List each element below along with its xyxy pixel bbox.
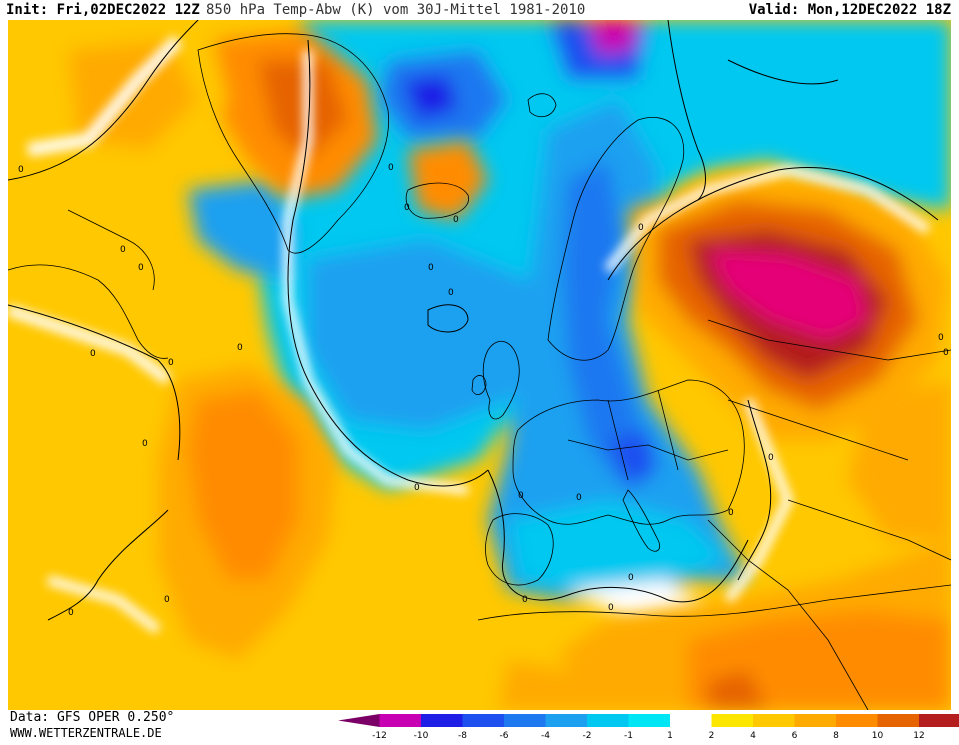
init-time-label: Init: Fri,02DEC2022 12Z xyxy=(6,2,200,18)
legend-tick-label: -10 xyxy=(414,731,429,741)
legend-swatch xyxy=(670,714,712,727)
warm-anomalies xyxy=(8,20,951,710)
contour-label: 0 xyxy=(628,573,634,583)
footer-bar: Data: GFS OPER 0.250° WWW.WETTERZENTRALE… xyxy=(0,710,959,741)
contour-label: 0 xyxy=(518,491,524,501)
contour-label: 0 xyxy=(943,348,949,358)
website-label: WWW.WETTERZENTRALE.DE xyxy=(10,726,162,740)
contour-label: 0 xyxy=(448,288,454,298)
legend-tick-label: -8 xyxy=(458,731,467,741)
legend-tick-label: 8 xyxy=(833,731,839,741)
anomaly-map: 0 0 0 0 0 0 0 0 0 0 0 0 0 0 0 0 0 0 0 0 … xyxy=(8,20,951,710)
legend-swatch xyxy=(379,714,422,727)
legend-swatch xyxy=(877,714,920,727)
valid-time-label: Valid: Mon,12DEC2022 18Z xyxy=(748,2,951,18)
legend-tick-label: 1 xyxy=(667,731,673,741)
legend-tick-label: -1 xyxy=(624,731,633,741)
contour-label: 0 xyxy=(728,508,734,518)
contour-label: 0 xyxy=(120,245,126,255)
legend-tick-label: -2 xyxy=(583,731,592,741)
contour-label: 0 xyxy=(68,608,74,618)
contour-label: 0 xyxy=(404,203,410,213)
legend-swatch xyxy=(587,714,629,727)
contour-label: 0 xyxy=(237,343,243,353)
chart-title: 850 hPa Temp-Abw (K) vom 30J-Mittel 1981… xyxy=(206,2,586,18)
anomaly-fill xyxy=(188,20,951,620)
contour-label: 0 xyxy=(168,358,174,368)
contour-label: 0 xyxy=(142,439,148,449)
legend-tick-label: -4 xyxy=(541,731,550,741)
legend-swatch xyxy=(628,714,671,727)
legend-swatch xyxy=(836,714,878,727)
contour-label: 0 xyxy=(428,263,434,273)
contour-label: 0 xyxy=(638,223,644,233)
legend-tick-label: 4 xyxy=(750,731,756,741)
legend-swatch xyxy=(919,714,959,727)
header-bar: Init: Fri,02DEC2022 12Z 850 hPa Temp-Abw… xyxy=(0,0,959,20)
legend-canvas: -12 -10 -8 -6 -4 -2 -1 1 2 4 6 8 10 12 xyxy=(338,714,959,741)
legend-tick-label: 2 xyxy=(709,731,715,741)
zero-contours xyxy=(8,20,939,621)
contour-labels: 0 0 0 0 0 0 0 0 0 0 0 0 0 0 0 0 0 0 0 0 … xyxy=(18,163,949,618)
legend-swatch xyxy=(421,714,463,727)
contour-label: 0 xyxy=(576,493,582,503)
legend-swatch xyxy=(753,714,795,727)
legend-tick-label: 10 xyxy=(872,731,884,741)
data-source-label: Data: GFS OPER 0.250° xyxy=(10,710,175,725)
legend-tick-label: 12 xyxy=(913,731,924,741)
legend-swatch xyxy=(794,714,837,727)
color-legend: -12 -10 -8 -6 -4 -2 -1 1 2 4 6 8 10 12 xyxy=(332,712,959,741)
legend-tick-label: -12 xyxy=(372,731,387,741)
legend-tick-label: 6 xyxy=(792,731,798,741)
contour-label: 0 xyxy=(608,603,614,613)
neutral-bands xyxy=(8,35,931,634)
contour-label: 0 xyxy=(90,349,96,359)
contour-label: 0 xyxy=(388,163,394,173)
legend-swatch xyxy=(504,714,546,727)
legend-tick-label: -6 xyxy=(500,731,509,741)
contour-label: 0 xyxy=(768,453,774,463)
contour-label: 0 xyxy=(938,333,944,343)
map-canvas: 0 0 0 0 0 0 0 0 0 0 0 0 0 0 0 0 0 0 0 0 … xyxy=(8,20,951,710)
legend-swatch xyxy=(711,714,754,727)
legend-swatch xyxy=(545,714,588,727)
contour-label: 0 xyxy=(522,595,528,605)
contour-label: 0 xyxy=(453,215,459,225)
contour-label: 0 xyxy=(164,595,170,605)
legend-swatch xyxy=(462,714,505,727)
contour-label: 0 xyxy=(138,263,144,273)
contour-label: 0 xyxy=(414,483,420,493)
contour-label: 0 xyxy=(18,165,24,175)
legend-swatch xyxy=(338,714,380,727)
coastlines xyxy=(8,33,951,710)
